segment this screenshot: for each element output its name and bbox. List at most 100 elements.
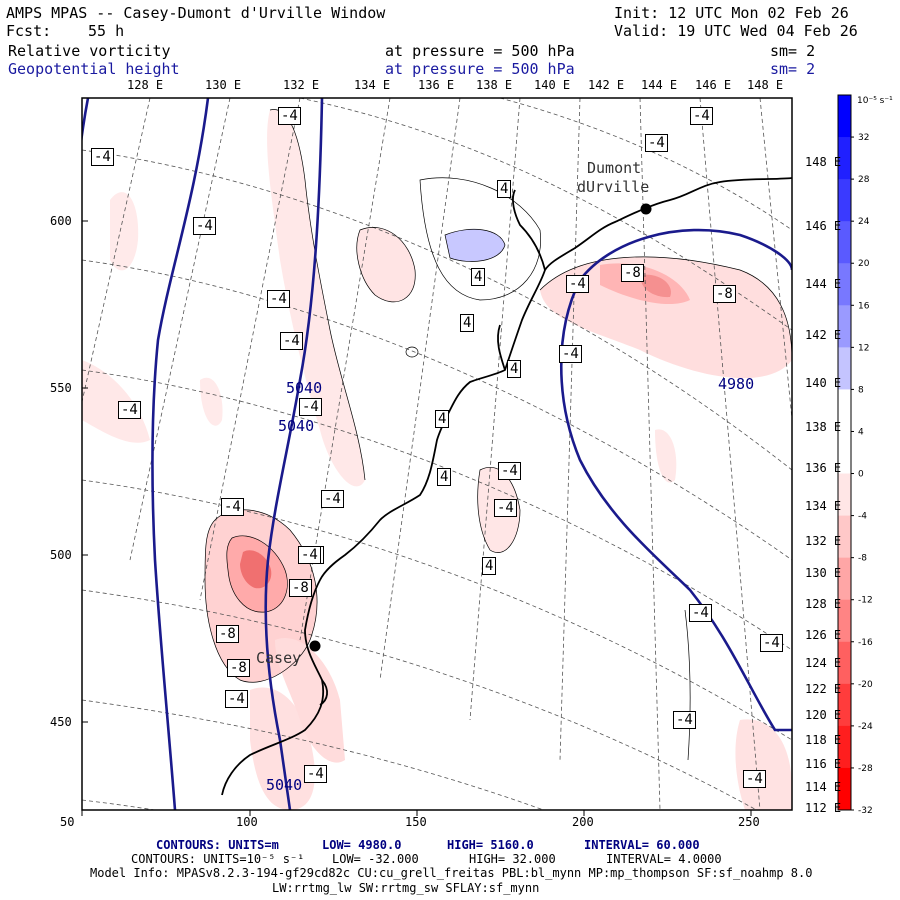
right-longitude-label: 114 E: [805, 780, 842, 794]
vorticity-contour-label: -4: [566, 275, 589, 293]
right-longitude-label: 146 E: [805, 219, 842, 233]
forecast-label: Fcst:: [6, 22, 52, 40]
plot-area: [82, 98, 792, 810]
colorbar-label: 12: [858, 343, 869, 353]
colorbar-label: 32: [858, 133, 869, 143]
footer-geo-low: LOW= 4980.0: [322, 838, 402, 852]
colorbar-label: -28: [858, 764, 873, 774]
vorticity-contour-label: -4: [689, 604, 712, 622]
footer-vort-units: CONTOURS: UNITS=10⁻⁵ s⁻¹: [131, 852, 305, 866]
right-longitude-label: 128 E: [805, 597, 842, 611]
vorticity-contour-label: -4: [267, 290, 290, 308]
vorticity-contour-label: 4: [460, 314, 475, 332]
geo-contour-label: 5040: [266, 776, 303, 794]
colorbar-swatch: [838, 305, 851, 348]
positive-vorticity-shading: [445, 229, 505, 262]
right-longitude-label: 130 E: [805, 566, 842, 580]
top-longitude-label: 134 E: [354, 78, 391, 92]
right-longitude-label: 124 E: [805, 656, 842, 670]
vorticity-contour-label: -8: [227, 659, 250, 677]
footer-vort-interval: INTERVAL= 4.0000: [606, 852, 722, 866]
right-longitude-label: 138 E: [805, 420, 842, 434]
vorticity-contour-label: -4: [225, 690, 248, 708]
colorbar-label: -24: [858, 722, 873, 732]
vorticity-contour-label: -4: [690, 107, 713, 125]
colorbar-swatch: [838, 389, 851, 432]
footer-vort-low: LOW= -32.000: [332, 852, 419, 866]
y-tick-label: 450: [50, 715, 72, 729]
durville-label: dUrville: [577, 178, 650, 196]
vorticity-shading: [82, 109, 792, 810]
dumont-durville-station-marker: [640, 203, 652, 215]
right-longitude-label: 134 E: [805, 499, 842, 513]
top-longitude-label: 130 E: [205, 78, 242, 92]
right-longitude-label: 142 E: [805, 328, 842, 342]
vorticity-contour-label: -4: [221, 498, 244, 516]
plot-frame: [81, 97, 793, 811]
colorbar-label: 20: [858, 259, 870, 269]
dumont-label: Dumont: [587, 159, 642, 177]
colorbar-swatch: [838, 683, 851, 727]
colorbar-swatch: [838, 179, 851, 222]
colorbar-swatch: [838, 641, 851, 685]
right-longitude-label: 126 E: [805, 628, 842, 642]
vorticity-contour-label: -4: [760, 634, 783, 652]
vorticity-contour-label: -4: [645, 134, 668, 152]
colorbar-label: 28: [858, 175, 870, 185]
top-longitude-label: 128 E: [127, 78, 164, 92]
left-ticks: [81, 220, 752, 816]
colorbar-swatch: [838, 599, 851, 643]
vorticity-contour-label: -4: [743, 770, 766, 788]
vorticity-contour-label: -4: [278, 107, 301, 125]
top-longitude-label: 140 E: [534, 78, 571, 92]
right-longitude-label: 118 E: [805, 733, 842, 747]
colorbar-label: -16: [858, 638, 873, 648]
vorticity-contour-label: -4: [559, 345, 582, 363]
colorbar-label: 24: [858, 217, 870, 227]
footer-vort-high: HIGH= 32.000: [469, 852, 556, 866]
colorbar-label: -20: [858, 680, 873, 690]
latlon-grid: [82, 98, 792, 810]
init-time: Init: 12 UTC Mon 02 Feb 26: [614, 4, 849, 22]
field1-smoothing: sm= 2: [770, 42, 816, 60]
vorticity-contour-label: -8: [621, 264, 644, 282]
casey-station-marker: [309, 640, 321, 652]
footer-geo-high: HIGH= 5160.0: [447, 838, 534, 852]
colorbar-swatch: [838, 515, 851, 559]
colorbar-swatch: [838, 725, 851, 769]
forecast-hour: 55 h: [88, 22, 125, 40]
colorbar: 10⁻⁵ s⁻¹ 32 28 24 20 16 12 8 4 0 -4 -8 -12 -16 -20 -24 -…: [837, 94, 893, 816]
top-longitude-label: 132 E: [283, 78, 320, 92]
right-longitude-label: 132 E: [805, 534, 842, 548]
y-tick-label: 550: [50, 381, 72, 395]
footer-geo-interval: INTERVAL= 60.000: [584, 838, 700, 852]
right-longitude-label: 116 E: [805, 757, 842, 771]
model-info-radiation: LW:rrtmg_lw SW:rrtmg_sw SFLAY:sf_mynn: [272, 881, 540, 895]
vorticity-contour-label: -4: [280, 332, 303, 350]
vorticity-contour-label: -4: [673, 711, 696, 729]
vorticity-contour-label: 4: [435, 410, 450, 428]
geo-contour-label: 4980: [718, 375, 755, 393]
model-info: Model Info: MPASv8.2.3-194-gf29cd82c CU:…: [90, 866, 813, 880]
colorbar-label: 0: [858, 470, 864, 480]
colorbar-swatch: [838, 473, 851, 517]
top-longitude-label: 146 E: [695, 78, 732, 92]
right-longitude-label: 112 E: [805, 801, 842, 815]
vorticity-contour-label: -8: [289, 579, 312, 597]
valid-time: Valid: 19 UTC Wed 04 Feb 26: [614, 22, 858, 40]
right-longitude-label: 148 E: [805, 155, 842, 169]
plot-title: AMPS MPAS -- Casey-Dumont d'Urville Wind…: [6, 4, 386, 22]
x-tick-label: 150: [405, 815, 427, 829]
top-longitude-label: 142 E: [588, 78, 625, 92]
field2-name: Geopotential height: [8, 60, 180, 78]
top-longitude-label: 138 E: [476, 78, 513, 92]
colorbar-label: -12: [858, 596, 873, 606]
vorticity-contour-label: -4: [494, 499, 517, 517]
right-longitude-label: 120 E: [805, 708, 842, 722]
colorbar-swatch: [838, 347, 851, 390]
geopotential-contours: [82, 98, 792, 810]
field1-name: Relative vorticity: [8, 42, 171, 60]
geo-contour-label: 5040: [278, 417, 315, 435]
vorticity-contour-label: 4: [471, 268, 486, 286]
vorticity-contour-label: 4: [437, 468, 452, 486]
